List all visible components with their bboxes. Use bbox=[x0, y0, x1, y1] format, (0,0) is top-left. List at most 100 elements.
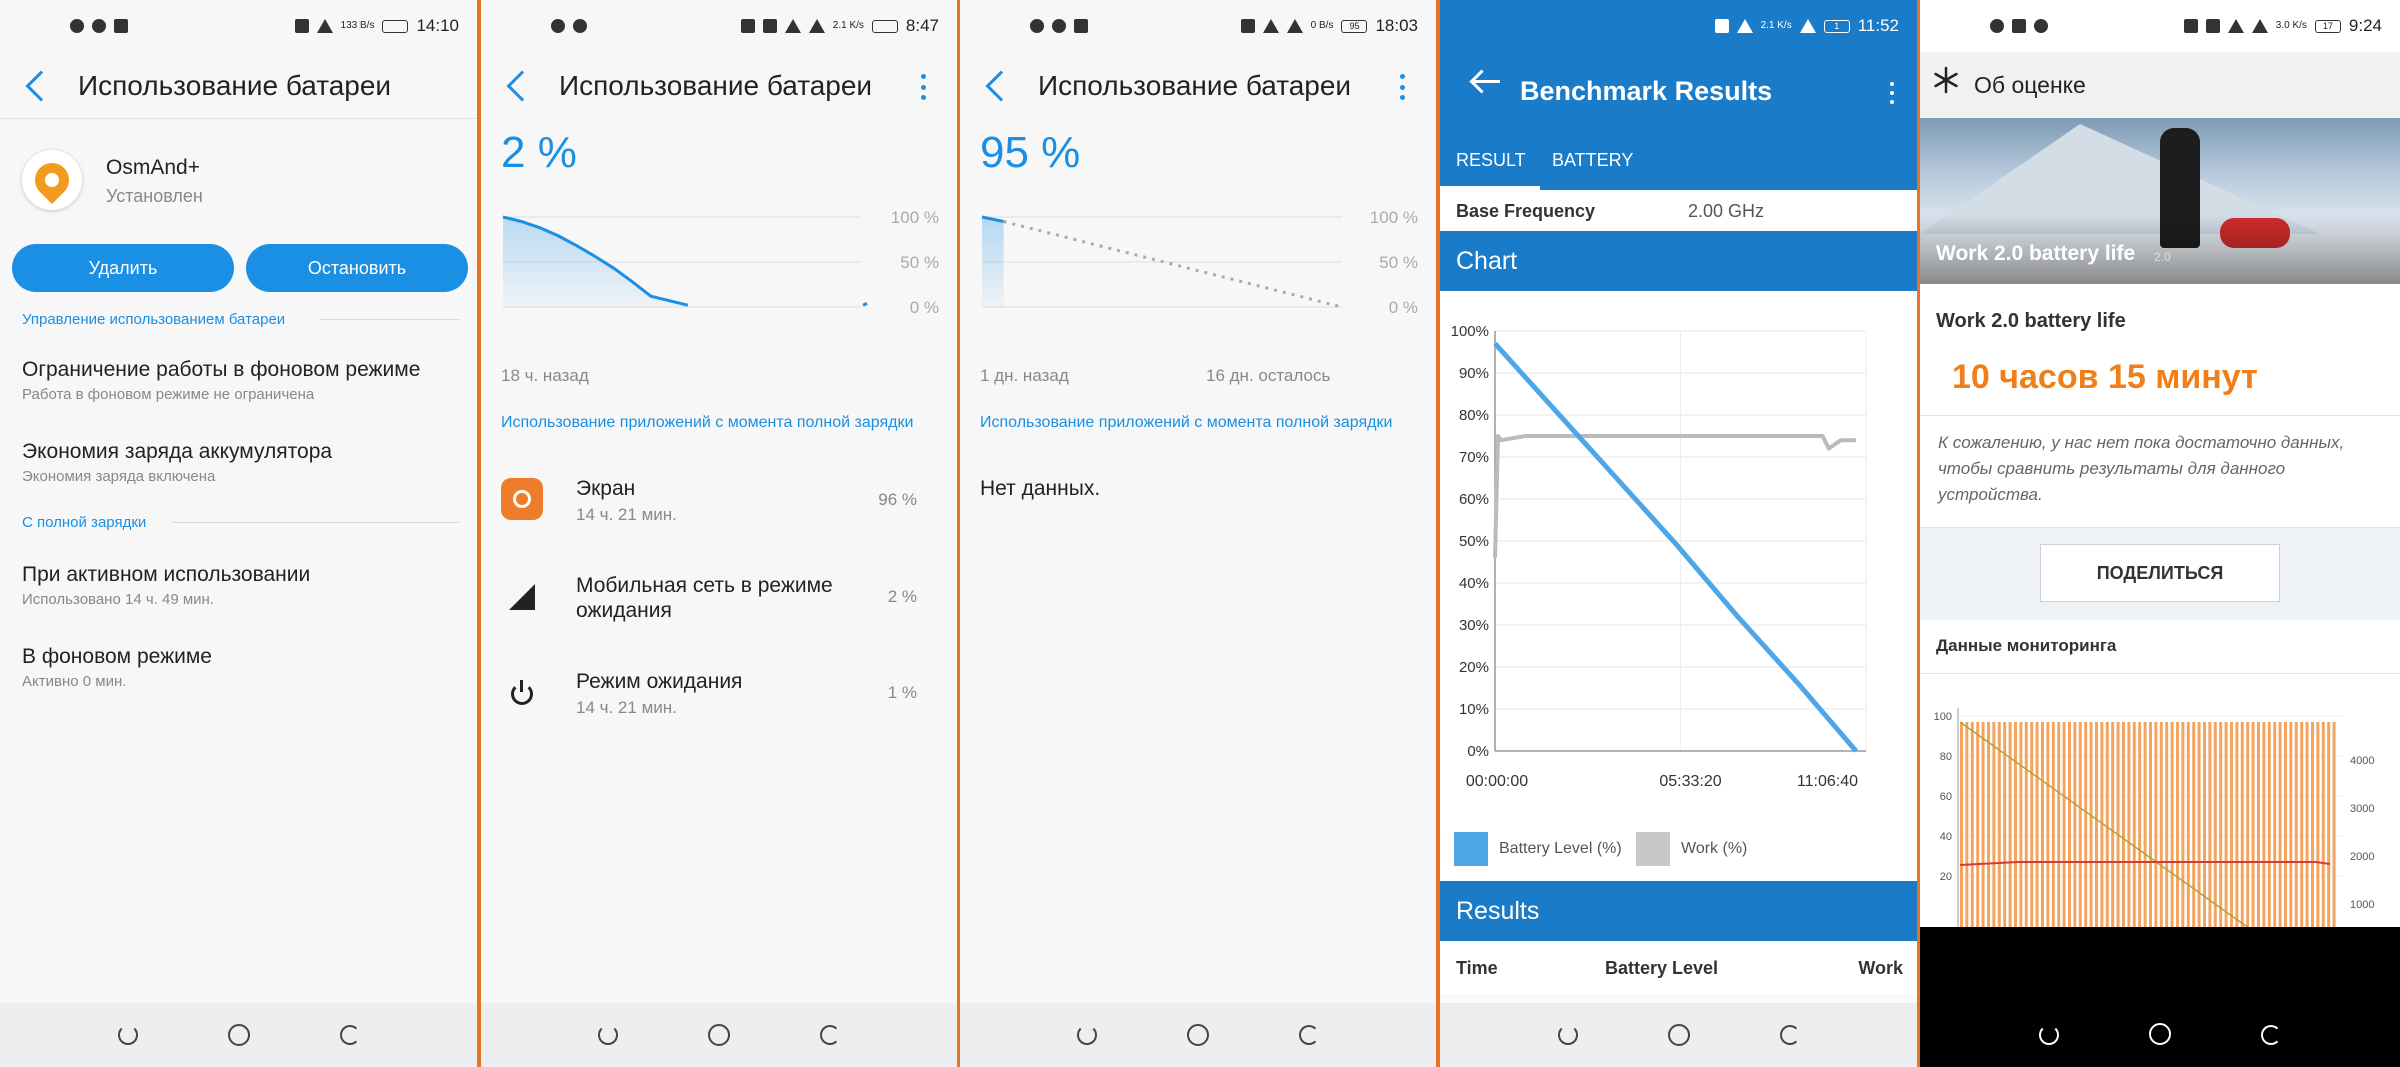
page-title: Об оценке bbox=[1974, 72, 2086, 98]
recent-apps-icon[interactable] bbox=[117, 1025, 138, 1045]
active-use-title: При активном использовании bbox=[22, 563, 311, 586]
stop-button[interactable]: Остановить bbox=[246, 244, 468, 292]
vibrate-icon bbox=[294, 19, 309, 33]
monitor-bar bbox=[1965, 722, 1969, 928]
back-icon[interactable] bbox=[25, 70, 57, 102]
x-tick-label: 05:33:20 bbox=[1659, 773, 1721, 790]
panel-app-battery: 133 B/s 14:10 Использование батареи OsmA… bbox=[0, 0, 477, 1067]
hero-version: 2.0 bbox=[2154, 250, 2171, 264]
monitor-bar bbox=[1970, 722, 1974, 928]
y-tick-label: 40% bbox=[1459, 575, 1489, 592]
tab-battery[interactable]: BATTERY bbox=[1552, 150, 1634, 170]
battery-icon bbox=[382, 19, 409, 33]
monitor-bar bbox=[2057, 722, 2061, 928]
usage-item-title[interactable]: Экран bbox=[576, 477, 636, 500]
monitoring-chart: 100 80 60 40 20 4000 3000 2000 1000 bbox=[1934, 708, 2374, 987]
wifi-icon bbox=[1262, 19, 1279, 33]
recent-apps-icon[interactable] bbox=[598, 1025, 618, 1045]
home-icon[interactable] bbox=[1187, 1024, 1209, 1046]
app-bar: Об оценке bbox=[1920, 52, 2400, 118]
score-subtitle: Work 2.0 battery life bbox=[1936, 310, 2126, 332]
y-tick-label-right: 3000 bbox=[2350, 803, 2374, 815]
recent-apps-icon[interactable] bbox=[1077, 1025, 1097, 1045]
sled-figure bbox=[2220, 218, 2290, 248]
frequency-line bbox=[1959, 861, 2331, 866]
more-icon[interactable] bbox=[1890, 82, 1895, 104]
y-tick-label-right: 1000 bbox=[2350, 899, 2374, 911]
battery-now-mark bbox=[862, 302, 868, 307]
usage-section-label: Использование приложений с момента полно… bbox=[501, 414, 914, 431]
skier-figure bbox=[2160, 128, 2200, 248]
monitor-bar bbox=[2003, 722, 2007, 928]
monitor-bar bbox=[2203, 722, 2206, 928]
usage-item-title[interactable]: Мобильная сеть в режиме ожидания bbox=[576, 574, 833, 622]
y-tick-label-left: 20 bbox=[1940, 871, 1952, 883]
col-battery-level: Battery Level bbox=[1605, 958, 1719, 978]
share-button[interactable]: ПОДЕЛИТЬСЯ bbox=[2040, 544, 2280, 602]
series-work-line bbox=[1493, 434, 1856, 558]
chart-header: Chart bbox=[1440, 231, 1917, 291]
nav-back-icon[interactable] bbox=[339, 1025, 360, 1045]
clock: 9:24 bbox=[2348, 16, 2382, 35]
monitor-bar bbox=[1992, 722, 1996, 928]
home-icon[interactable] bbox=[1667, 1024, 1690, 1046]
series-battery-line bbox=[1493, 341, 1858, 753]
monitor-bar bbox=[2213, 722, 2217, 928]
clock: 11:52 bbox=[1857, 16, 1899, 35]
y-tick-label: 0% bbox=[1467, 743, 1489, 760]
y-tick-label: 80% bbox=[1459, 407, 1489, 424]
monitor-bar bbox=[2111, 722, 2115, 928]
y-tick-label: 70% bbox=[1459, 449, 1489, 466]
monitor-bar bbox=[2246, 722, 2250, 928]
back-icon[interactable] bbox=[506, 70, 538, 102]
uninstall-button[interactable]: Удалить bbox=[12, 244, 234, 292]
mountain-shape bbox=[1920, 124, 2320, 234]
more-icon[interactable] bbox=[1400, 74, 1406, 100]
nav-back-icon[interactable] bbox=[820, 1025, 840, 1045]
monitor-bar bbox=[2041, 722, 2044, 928]
tab-result[interactable]: RESULT bbox=[1456, 150, 1526, 170]
back-icon[interactable] bbox=[985, 70, 1017, 102]
nav-back-icon[interactable] bbox=[1779, 1025, 1800, 1045]
net-speed: 3.0 K/s bbox=[2275, 20, 2307, 31]
battery-icon bbox=[871, 19, 898, 33]
recent-apps-icon[interactable] bbox=[2039, 1025, 2059, 1045]
back-arrow-icon[interactable] bbox=[1474, 80, 1500, 83]
monitor-bar bbox=[2327, 722, 2331, 928]
home-icon[interactable] bbox=[2149, 1023, 2171, 1045]
status-bar: 133 B/s 14:10 bbox=[0, 0, 477, 52]
base-frequency-row: Base Frequency 2.00 GHz bbox=[1440, 192, 1917, 230]
chrome-icon bbox=[92, 19, 106, 33]
app-bar: Использование батареи bbox=[960, 52, 1436, 120]
y-tick-label: 50% bbox=[1459, 533, 1489, 550]
battery-line bbox=[502, 215, 689, 307]
battery-icon: 17 bbox=[2314, 19, 2341, 33]
monitor-bar bbox=[2046, 722, 2050, 928]
monitor-bar bbox=[2262, 722, 2266, 928]
monitor-bar bbox=[2068, 722, 2071, 928]
nav-back-icon[interactable] bbox=[2261, 1025, 2281, 1045]
home-icon[interactable] bbox=[227, 1024, 250, 1046]
battery-saver-title[interactable]: Экономия заряда аккумулятора bbox=[22, 440, 333, 463]
monitoring-title: Данные мониторинга bbox=[1936, 636, 2117, 655]
snowflake-icon[interactable] bbox=[1932, 66, 1960, 94]
col-work: Work bbox=[1858, 958, 1903, 978]
bg-restriction-title[interactable]: Ограничение работы в фоновом режиме bbox=[22, 358, 421, 381]
nav-back-icon[interactable] bbox=[1299, 1025, 1319, 1045]
projection-line bbox=[1003, 220, 1343, 309]
more-icon[interactable] bbox=[921, 74, 927, 100]
monitor-bar bbox=[2278, 722, 2282, 928]
monitor-bar bbox=[2332, 722, 2336, 928]
recent-apps-icon[interactable] bbox=[1557, 1025, 1578, 1045]
monitor-bar bbox=[2127, 722, 2131, 928]
vibrate-icon bbox=[762, 19, 777, 33]
monitor-bar bbox=[2316, 722, 2320, 928]
nav-bar bbox=[960, 1003, 1436, 1067]
usage-item-title[interactable]: Режим ожидания bbox=[576, 670, 743, 693]
nav-bar bbox=[481, 1003, 957, 1067]
monitor-bar bbox=[2240, 722, 2244, 928]
monitor-bar bbox=[2095, 722, 2098, 928]
home-icon[interactable] bbox=[708, 1024, 730, 1046]
status-bar: 3.0 K/s 17 9:24 bbox=[1920, 0, 2400, 52]
vibrate-icon bbox=[1240, 19, 1255, 33]
